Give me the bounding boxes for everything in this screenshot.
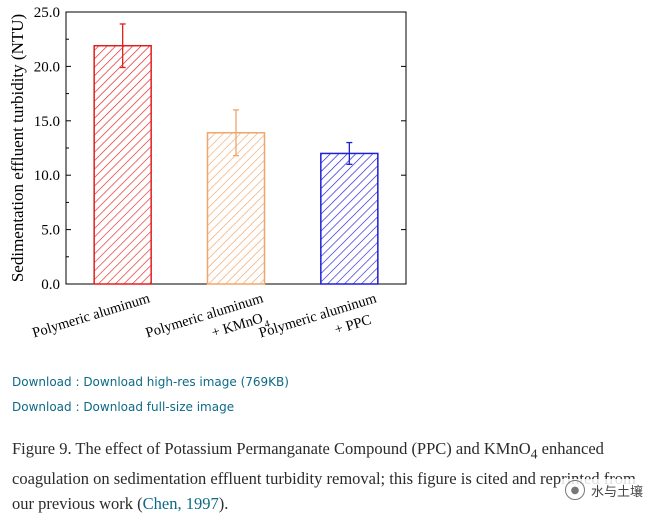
y-tick-label: 5.0 [41, 223, 60, 239]
x-tick-label: Polymeric aluminum [30, 290, 152, 341]
y-axis-label: Sedimentation effluent turbidity (NTU) [8, 14, 27, 282]
x-tick-label-subscript: 4 [263, 318, 271, 330]
caption-text-3: ). [218, 494, 229, 514]
download-fullsize-link[interactable]: Download : Download full-size image [12, 400, 235, 414]
download-links: Download : Download high-res image (769K… [12, 372, 289, 422]
plot-area: 0.0 5.0 10.0 15.0 20.0 25.0 Sedimentation effl… [8, 5, 407, 346]
citation-link[interactable]: Chen, 1997 [142, 494, 219, 514]
x-tick-label-group: Polymeric aluminum [30, 290, 152, 341]
wechat-icon: ● [564, 480, 585, 500]
x-tick-label-group: Polymeric aluminum+ KMnO4 [144, 290, 271, 345]
y-tick-label: 15.0 [34, 114, 60, 130]
y-tick-label: 20.0 [34, 59, 60, 75]
bar [320, 152, 379, 285]
figure-caption: Figure 9. The effect of Potassium Perman… [12, 436, 657, 516]
bar [206, 132, 266, 285]
bar [93, 44, 152, 285]
y-tick-label: 0.0 [41, 277, 60, 293]
watermark-text: 水与土壤 [590, 484, 643, 500]
y-tick-label: 10.0 [34, 168, 60, 184]
x-tick-label-group: Polymeric aluminum+ PPC [257, 290, 379, 341]
y-tick-label: 25.0 [34, 5, 60, 21]
caption-text-1: Figure 9. The effect of Potassium Perman… [12, 439, 531, 458]
caption-subscript: 4 [530, 446, 538, 462]
bar-chart: 0.0 5.0 10.0 15.0 20.0 25.0 Sedimentation effl… [8, 5, 407, 346]
download-highres-link[interactable]: Download : Download high-res image (769K… [12, 375, 289, 389]
watermark: ● 水与土壤 [560, 479, 647, 501]
caption-text-2: enhanced coagulation on sedimentation ef… [12, 439, 636, 514]
